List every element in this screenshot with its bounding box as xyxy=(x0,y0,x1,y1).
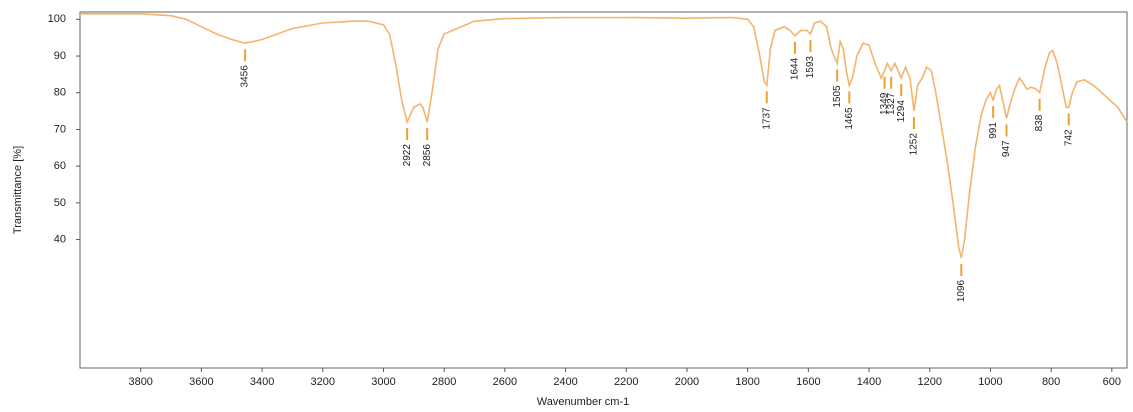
peak-label: 838 xyxy=(1034,114,1045,131)
peak-label: 1327 xyxy=(886,92,897,115)
y-tick-label: 50 xyxy=(54,197,66,209)
peak-label: 991 xyxy=(988,122,999,139)
x-tick-label: 3600 xyxy=(189,376,213,388)
y-tick-label: 40 xyxy=(54,233,66,245)
peak-label: 1505 xyxy=(832,85,843,108)
peak-label: 742 xyxy=(1063,129,1074,146)
peak-label: 3456 xyxy=(240,65,251,88)
y-tick-label: 70 xyxy=(54,123,66,135)
x-tick-label: 2000 xyxy=(675,376,699,388)
x-tick-label: 1800 xyxy=(735,376,759,388)
spectrum-line xyxy=(80,13,1128,259)
x-tick-label: 1600 xyxy=(796,376,820,388)
x-tick-label: 600 xyxy=(1103,376,1121,388)
peak-label: 1465 xyxy=(844,107,855,130)
x-tick-label: 800 xyxy=(1042,376,1060,388)
x-tick-label: 1000 xyxy=(978,376,1002,388)
peak-label: 1096 xyxy=(956,279,967,302)
x-tick-label: 3400 xyxy=(250,376,274,388)
y-axis-label: Transmittance [%] xyxy=(12,146,24,234)
peak-label: 1349 xyxy=(879,92,890,115)
peak-label: 947 xyxy=(1001,140,1012,157)
x-tick-label: 2400 xyxy=(553,376,577,388)
peak-label: 1294 xyxy=(896,100,907,123)
x-axis-label: Wavenumber cm-1 xyxy=(537,396,630,408)
peak-label: 1644 xyxy=(790,57,801,80)
y-tick-label: 100 xyxy=(48,13,66,25)
y-tick-label: 80 xyxy=(54,87,66,99)
x-tick-label: 2600 xyxy=(493,376,517,388)
y-tick-label: 90 xyxy=(54,50,66,62)
x-tick-label: 2200 xyxy=(614,376,638,388)
peak-label: 1593 xyxy=(805,56,816,79)
y-tick-label: 60 xyxy=(54,160,66,172)
x-tick-label: 2800 xyxy=(432,376,456,388)
peak-label: 2922 xyxy=(402,144,413,167)
x-tick-label: 3200 xyxy=(311,376,335,388)
x-tick-label: 1400 xyxy=(857,376,881,388)
x-tick-label: 1200 xyxy=(917,376,941,388)
plot-frame xyxy=(79,11,1128,369)
x-tick-label: 3000 xyxy=(371,376,395,388)
peak-label: 1737 xyxy=(761,107,772,130)
peak-label: 2856 xyxy=(422,144,433,167)
x-tick-label: 3800 xyxy=(128,376,152,388)
peak-label: 1252 xyxy=(909,133,920,156)
